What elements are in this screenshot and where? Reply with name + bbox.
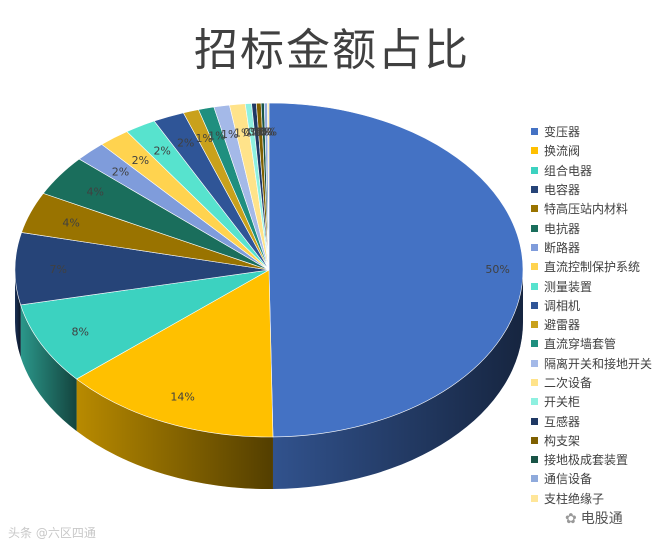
data-label-4: 4% bbox=[62, 216, 79, 229]
legend-label: 直流穿墙套管 bbox=[544, 337, 617, 352]
legend-swatch bbox=[531, 282, 538, 290]
pie-slice-3 bbox=[14, 232, 270, 306]
legend-label: 组合电器 bbox=[544, 163, 593, 178]
data-label-12: 1% bbox=[221, 128, 238, 141]
data-label-2: 8% bbox=[71, 326, 88, 339]
legend-label: 直流控制保护系统 bbox=[544, 260, 641, 275]
legend-item: 隔离开关和接地开关 bbox=[531, 354, 652, 373]
legend-label: 特高压站内材料 bbox=[544, 202, 629, 217]
data-label-16: 0% bbox=[252, 126, 269, 139]
data-label-19: 0% bbox=[260, 125, 277, 138]
data-label-17: 0% bbox=[255, 125, 272, 138]
data-label-18: 0% bbox=[258, 125, 275, 138]
legend-item: 开关柜 bbox=[531, 392, 652, 411]
legend-item: 直流控制保护系统 bbox=[531, 257, 652, 276]
legend-swatch bbox=[531, 205, 538, 213]
data-label-7: 2% bbox=[132, 154, 149, 167]
legend-label: 隔离开关和接地开关 bbox=[544, 356, 653, 371]
legend-item: 组合电器 bbox=[531, 161, 652, 180]
legend-label: 通信设备 bbox=[544, 472, 593, 487]
pie-sides bbox=[15, 270, 523, 490]
legend-item: 避雷器 bbox=[531, 315, 652, 334]
legend-swatch bbox=[531, 243, 538, 251]
data-label-3: 7% bbox=[49, 263, 66, 276]
pie-slice-1 bbox=[76, 269, 274, 438]
data-label-10: 1% bbox=[195, 132, 212, 145]
legend-swatch bbox=[531, 417, 538, 425]
legend-label: 构支架 bbox=[544, 433, 581, 448]
legend-swatch bbox=[531, 456, 538, 464]
legend-item: 接地极成套装置 bbox=[531, 450, 652, 469]
legend-item: 变压器 bbox=[531, 122, 652, 141]
legend-swatch bbox=[531, 224, 538, 232]
pie-slice-2 bbox=[20, 269, 270, 380]
legend-item: 换流阀 bbox=[531, 141, 652, 160]
legend-label: 避雷器 bbox=[544, 318, 581, 333]
legend-item: 特高压站内材料 bbox=[531, 199, 652, 218]
legend: 变压器换流阀组合电器电容器特高压站内材料 电抗器断路器直流控制保护系统 测量装置调相… bbox=[531, 122, 652, 508]
legend-item: 支柱绝缘子 bbox=[531, 489, 652, 508]
legend-item: 直流穿墙套管 bbox=[531, 334, 652, 353]
data-label-0: 50% bbox=[485, 263, 509, 276]
pie-side-shade-3 bbox=[15, 270, 21, 357]
legend-label: 支柱绝缘子 bbox=[544, 491, 605, 506]
legend-label: 断路器 bbox=[544, 240, 581, 255]
legend-swatch bbox=[531, 263, 538, 271]
legend-label: 二次设备 bbox=[544, 376, 593, 390]
legend-swatch bbox=[531, 340, 538, 348]
data-label-8: 2% bbox=[153, 145, 170, 158]
watermark-right: ✿ 电股通 bbox=[565, 511, 623, 527]
legend-item: 测量装置 bbox=[531, 276, 652, 295]
legend-swatch bbox=[531, 147, 538, 155]
legend-swatch bbox=[531, 166, 538, 174]
legend-swatch bbox=[531, 398, 538, 406]
legend-item: 二次设备 bbox=[531, 373, 652, 392]
pie-slice-0 bbox=[268, 102, 524, 438]
legend-label: 接地极成套装置 bbox=[544, 453, 629, 468]
legend-label: 调相机 bbox=[544, 298, 581, 313]
pie-side-shade-0 bbox=[272, 270, 523, 489]
legend-item: 电抗器 bbox=[531, 218, 652, 237]
legend-item: 互感器 bbox=[531, 411, 652, 430]
pie-side-shade-1 bbox=[76, 379, 273, 490]
legend-label: 电容器 bbox=[544, 183, 581, 198]
legend-swatch bbox=[531, 359, 538, 367]
pie-labels: 50%14%8%7%4%4%2%2%2%2% 1%1%1%1%0%0%0%0%0%… bbox=[49, 125, 509, 403]
data-label-13: 1% bbox=[234, 126, 251, 139]
data-label-14: 0% bbox=[243, 126, 260, 139]
data-label-1: 14% bbox=[170, 390, 194, 403]
wechat-icon: ✿ bbox=[565, 511, 577, 527]
pie-side-shade-2 bbox=[20, 304, 77, 432]
legend-label: 互感器 bbox=[544, 414, 581, 429]
legend-swatch bbox=[531, 186, 538, 194]
legend-swatch bbox=[531, 494, 538, 502]
data-label-6: 2% bbox=[112, 166, 129, 179]
data-label-5: 4% bbox=[86, 186, 103, 199]
legend-label: 电抗器 bbox=[544, 221, 581, 236]
legend-item: 电容器 bbox=[531, 180, 652, 199]
legend-swatch bbox=[531, 301, 538, 309]
data-label-11: 1% bbox=[208, 130, 225, 143]
legend-swatch bbox=[531, 475, 538, 483]
data-label-15: 0% bbox=[248, 126, 265, 139]
legend-item: 调相机 bbox=[531, 296, 652, 315]
legend-label: 变压器 bbox=[544, 125, 581, 140]
pie-top bbox=[14, 102, 524, 438]
legend-label: 开关柜 bbox=[544, 395, 581, 410]
pie-slice-19 bbox=[267, 102, 270, 271]
legend-label: 换流阀 bbox=[544, 144, 581, 159]
chart-title: 招标金额占比 bbox=[194, 25, 470, 76]
legend-swatch bbox=[531, 436, 538, 444]
data-label-9: 2% bbox=[177, 137, 194, 150]
legend-swatch bbox=[531, 379, 538, 386]
legend-item: 断路器 bbox=[531, 238, 652, 257]
legend-swatch bbox=[531, 128, 538, 136]
legend-swatch bbox=[531, 321, 538, 329]
watermark-left: 头条 @六区四通 bbox=[8, 526, 96, 540]
legend-item: 通信设备 bbox=[531, 469, 652, 488]
legend-item: 构支架 bbox=[531, 431, 652, 450]
legend-label: 测量装置 bbox=[544, 279, 593, 294]
